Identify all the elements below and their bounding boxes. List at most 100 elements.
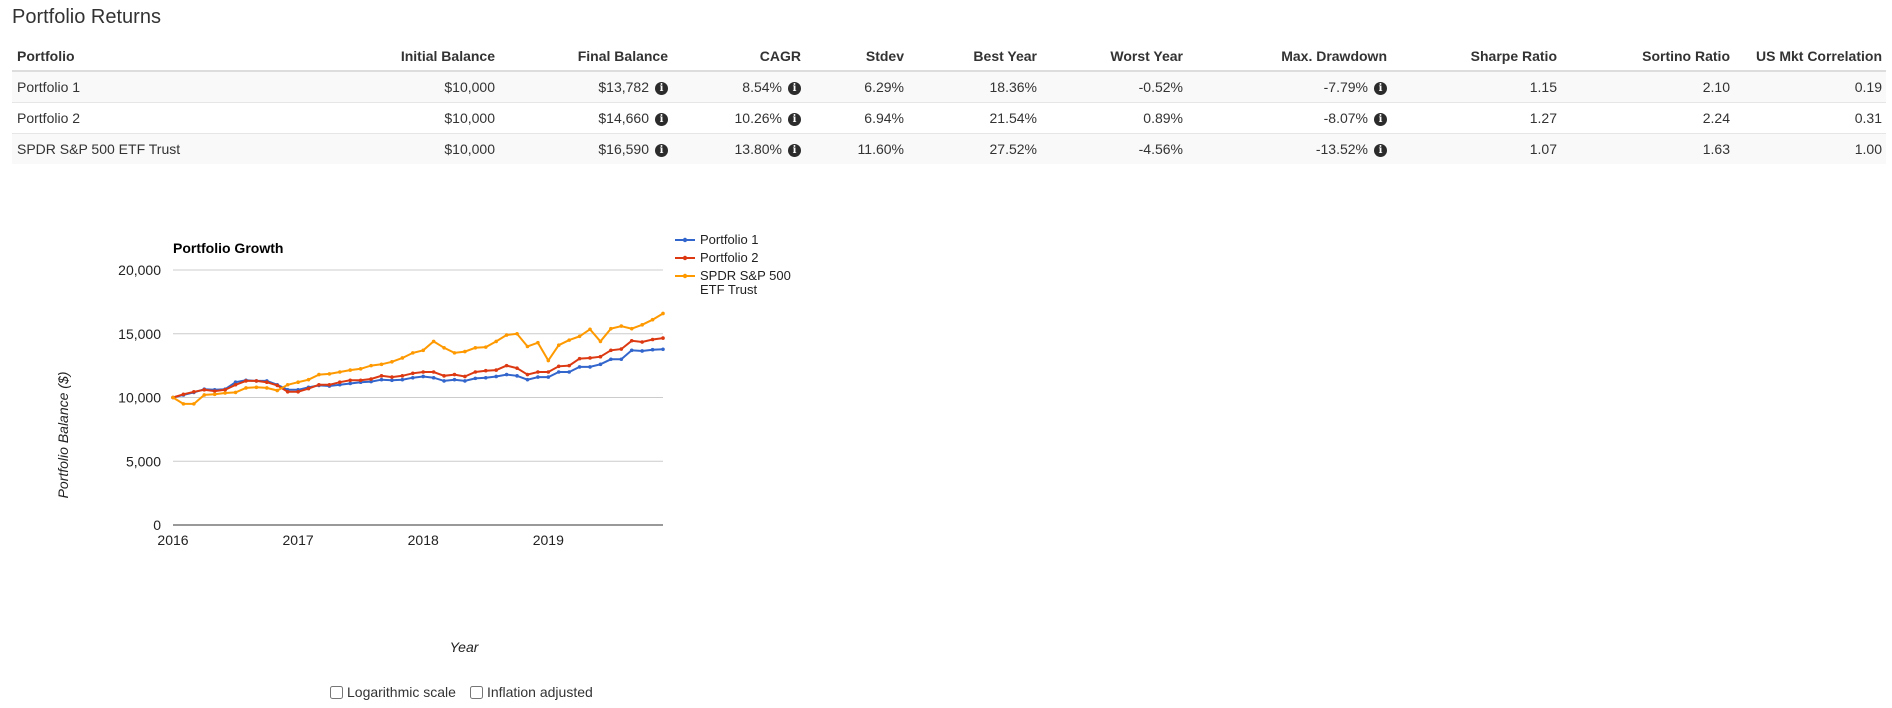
- data-point[interactable]: [223, 391, 227, 395]
- data-point[interactable]: [525, 377, 530, 382]
- data-point[interactable]: [463, 374, 467, 379]
- data-point[interactable]: [442, 374, 446, 378]
- data-point[interactable]: [244, 386, 248, 390]
- info-circle-icon[interactable]: i: [655, 113, 668, 126]
- data-point[interactable]: [254, 385, 259, 390]
- data-point[interactable]: [275, 388, 280, 393]
- data-point[interactable]: [285, 389, 290, 394]
- data-point[interactable]: [369, 377, 373, 381]
- data-point[interactable]: [546, 358, 551, 363]
- data-point[interactable]: [296, 389, 300, 394]
- data-point[interactable]: [515, 374, 519, 378]
- data-point[interactable]: [619, 357, 624, 362]
- data-point[interactable]: [338, 380, 342, 384]
- data-point[interactable]: [661, 347, 665, 352]
- data-point[interactable]: [598, 354, 603, 359]
- data-point[interactable]: [525, 372, 530, 377]
- info-circle-icon[interactable]: i: [1374, 82, 1387, 95]
- data-point[interactable]: [525, 344, 530, 349]
- data-point[interactable]: [317, 372, 321, 377]
- data-point[interactable]: [442, 345, 446, 350]
- data-point[interactable]: [494, 368, 498, 372]
- data-point[interactable]: [598, 362, 603, 367]
- col-sortino-ratio[interactable]: Sortino Ratio: [1561, 40, 1734, 72]
- data-point[interactable]: [254, 379, 259, 383]
- data-point[interactable]: [379, 377, 384, 382]
- legend-item[interactable]: Portfolio 2: [675, 250, 759, 265]
- col-max-drawdown[interactable]: Max. Drawdown: [1187, 40, 1391, 72]
- data-point[interactable]: [463, 379, 467, 383]
- data-point[interactable]: [212, 392, 217, 397]
- data-point[interactable]: [390, 378, 394, 383]
- log-scale-checkbox[interactable]: [330, 685, 343, 699]
- data-point[interactable]: [452, 377, 457, 382]
- data-point[interactable]: [619, 347, 624, 351]
- data-point[interactable]: [567, 363, 571, 368]
- data-point[interactable]: [338, 382, 342, 387]
- data-point[interactable]: [431, 370, 436, 374]
- data-point[interactable]: [348, 368, 353, 372]
- data-point[interactable]: [483, 345, 488, 349]
- data-point[interactable]: [504, 333, 509, 337]
- data-point[interactable]: [640, 349, 644, 353]
- data-point[interactable]: [661, 336, 665, 340]
- data-point[interactable]: [609, 357, 613, 362]
- data-point[interactable]: [504, 363, 509, 368]
- data-point[interactable]: [546, 370, 551, 374]
- data-point[interactable]: [452, 372, 457, 377]
- data-point[interactable]: [369, 363, 373, 368]
- col-worst-year[interactable]: Worst Year: [1041, 40, 1187, 72]
- data-point[interactable]: [567, 338, 571, 342]
- inflation-checkbox[interactable]: [469, 685, 483, 699]
- data-point[interactable]: [244, 379, 248, 383]
- data-point[interactable]: [598, 339, 603, 344]
- data-point[interactable]: [577, 356, 582, 361]
- info-circle-icon[interactable]: i: [655, 82, 668, 95]
- data-point[interactable]: [306, 377, 311, 382]
- data-point[interactable]: [640, 340, 644, 344]
- data-point[interactable]: [358, 378, 363, 383]
- data-point[interactable]: [348, 381, 353, 386]
- data-point[interactable]: [588, 356, 592, 360]
- data-point[interactable]: [379, 374, 384, 378]
- data-point[interactable]: [181, 402, 186, 406]
- data-point[interactable]: [577, 334, 582, 339]
- data-point[interactable]: [661, 311, 665, 316]
- col-stdev[interactable]: Stdev: [805, 40, 908, 72]
- info-circle-icon[interactable]: i: [655, 144, 668, 157]
- data-point[interactable]: [265, 380, 269, 384]
- data-point[interactable]: [629, 338, 634, 343]
- data-point[interactable]: [629, 326, 634, 331]
- col-cagr[interactable]: CAGR: [672, 40, 805, 72]
- data-point[interactable]: [556, 343, 561, 348]
- data-point[interactable]: [473, 376, 478, 381]
- data-point[interactable]: [358, 367, 363, 371]
- data-point[interactable]: [515, 331, 519, 336]
- data-point[interactable]: [650, 317, 655, 322]
- data-point[interactable]: [275, 383, 280, 388]
- data-point[interactable]: [473, 370, 478, 374]
- data-point[interactable]: [369, 379, 373, 384]
- col-final-balance[interactable]: Final Balance: [499, 40, 672, 72]
- info-circle-icon[interactable]: i: [1374, 144, 1387, 157]
- col-us-mkt-correlation[interactable]: US Mkt Correlation: [1734, 40, 1886, 72]
- data-point[interactable]: [212, 389, 217, 393]
- data-point[interactable]: [338, 370, 342, 374]
- data-point[interactable]: [421, 370, 426, 374]
- data-point[interactable]: [619, 324, 624, 328]
- data-point[interactable]: [390, 360, 394, 364]
- data-point[interactable]: [317, 382, 321, 387]
- data-point[interactable]: [202, 388, 207, 392]
- inflation-option[interactable]: Inflation adjusted: [469, 684, 593, 700]
- col-sharpe-ratio[interactable]: Sharpe Ratio: [1391, 40, 1561, 72]
- data-point[interactable]: [577, 365, 582, 369]
- data-point[interactable]: [410, 371, 415, 376]
- data-point[interactable]: [400, 356, 405, 360]
- data-point[interactable]: [556, 370, 561, 374]
- data-point[interactable]: [504, 372, 509, 377]
- data-point[interactable]: [431, 339, 436, 344]
- data-point[interactable]: [202, 393, 207, 397]
- data-point[interactable]: [494, 339, 498, 344]
- info-circle-icon[interactable]: i: [788, 113, 801, 126]
- data-point[interactable]: [410, 351, 415, 355]
